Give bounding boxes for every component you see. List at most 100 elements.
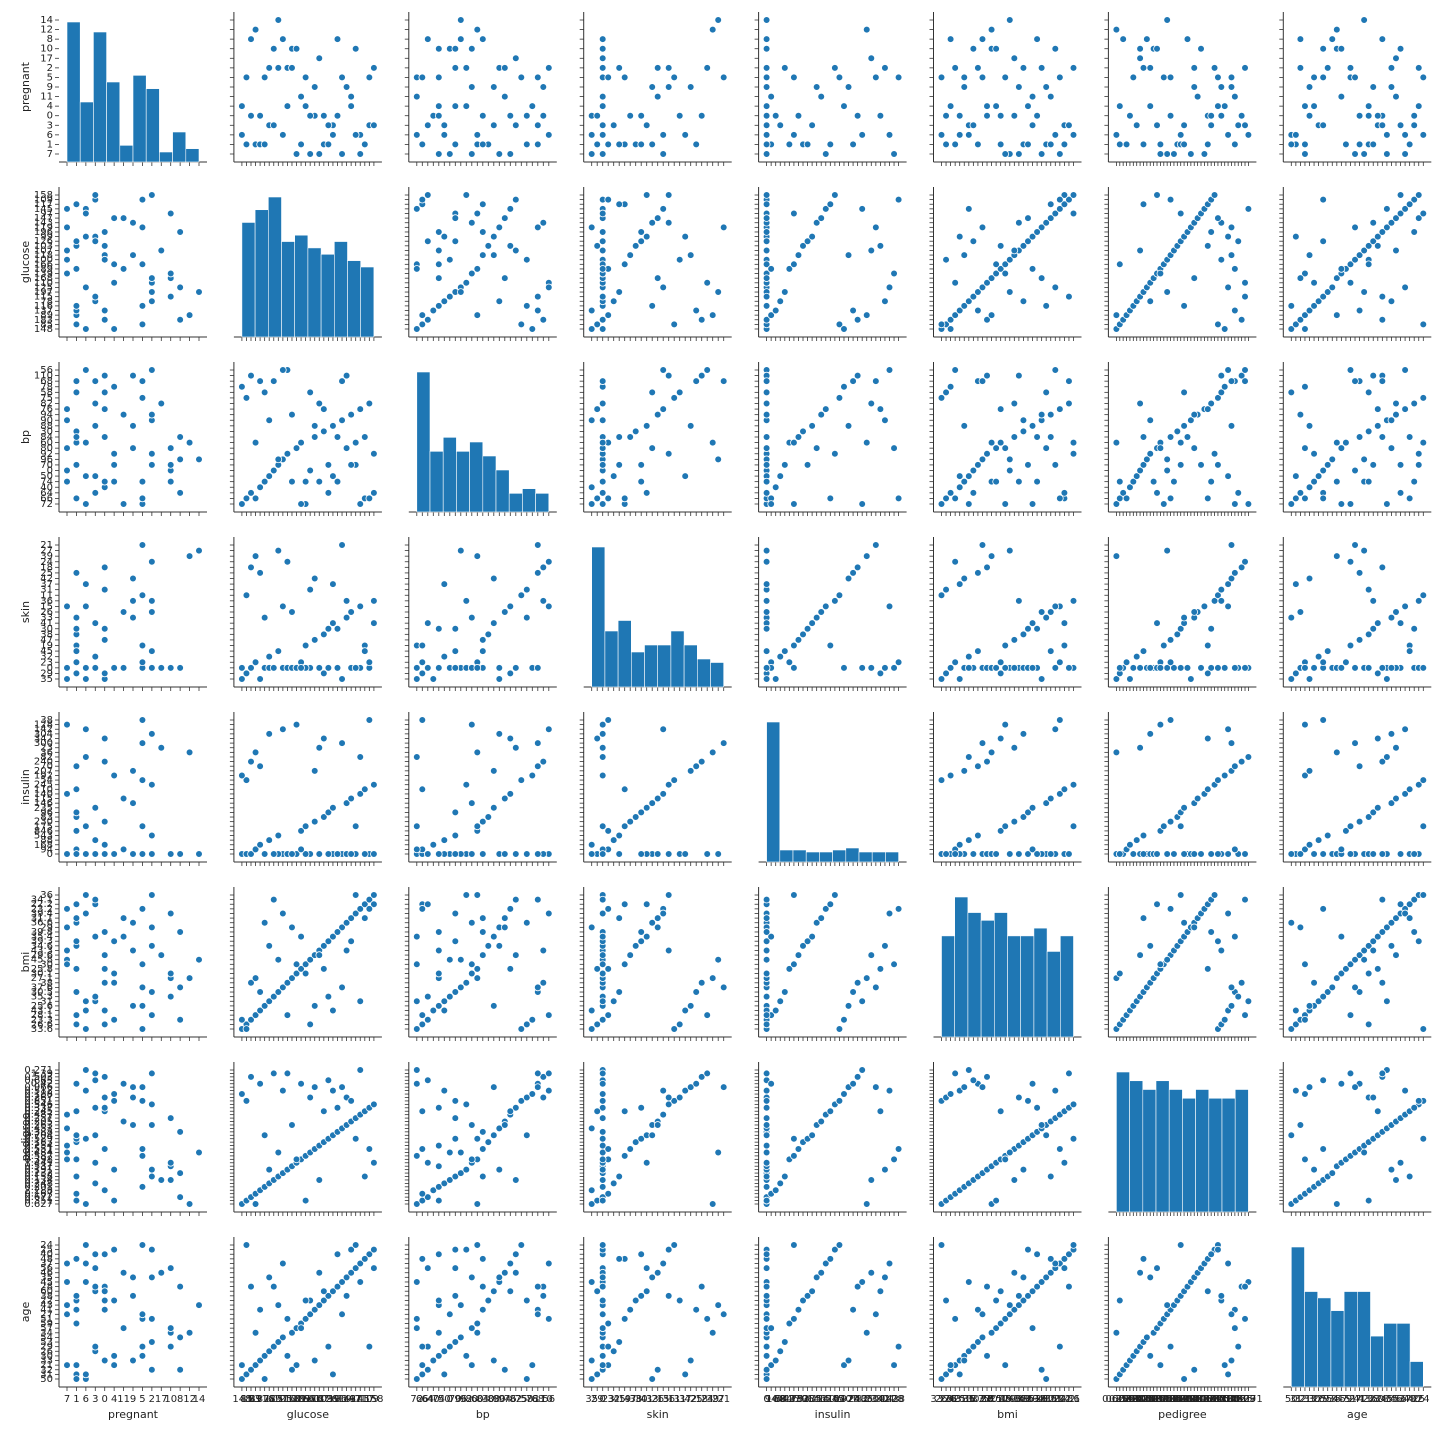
point bbox=[1419, 776, 1428, 784]
point bbox=[148, 942, 156, 950]
point bbox=[473, 265, 482, 273]
point bbox=[1351, 466, 1359, 475]
point bbox=[849, 377, 857, 385]
point bbox=[138, 739, 147, 747]
point bbox=[890, 150, 898, 158]
point bbox=[412, 822, 421, 831]
y-tick-label: 4 bbox=[47, 101, 53, 112]
y-tick-label: 27 bbox=[40, 546, 53, 557]
point bbox=[148, 461, 156, 469]
point bbox=[478, 140, 487, 149]
point bbox=[1051, 664, 1060, 672]
point bbox=[675, 111, 684, 120]
point bbox=[451, 64, 460, 72]
point bbox=[329, 1006, 337, 1015]
point bbox=[1217, 597, 1226, 605]
point bbox=[506, 150, 515, 158]
point bbox=[320, 669, 328, 678]
point bbox=[365, 494, 374, 503]
point bbox=[100, 624, 109, 633]
point bbox=[785, 658, 794, 667]
point bbox=[1139, 461, 1148, 469]
point bbox=[157, 951, 166, 959]
point bbox=[1387, 83, 1396, 91]
point bbox=[1146, 416, 1155, 425]
point bbox=[473, 974, 482, 982]
point bbox=[91, 489, 100, 497]
point bbox=[1244, 205, 1253, 213]
point bbox=[604, 73, 612, 82]
point bbox=[692, 140, 700, 149]
point bbox=[1190, 444, 1199, 452]
point bbox=[260, 140, 269, 149]
point bbox=[148, 730, 156, 738]
point bbox=[1337, 444, 1346, 452]
point bbox=[1319, 44, 1327, 53]
point bbox=[1197, 44, 1205, 53]
point bbox=[72, 827, 81, 835]
histogram-bar bbox=[508, 493, 523, 513]
point bbox=[1369, 218, 1378, 227]
point bbox=[138, 641, 147, 650]
point bbox=[440, 836, 449, 844]
point bbox=[817, 214, 826, 222]
point bbox=[329, 619, 337, 627]
point bbox=[100, 306, 109, 315]
point bbox=[1333, 477, 1341, 486]
point bbox=[1210, 191, 1219, 199]
y-tick-label: 100 bbox=[34, 255, 53, 266]
point bbox=[1005, 455, 1014, 464]
point bbox=[978, 455, 987, 464]
point bbox=[356, 602, 365, 611]
point bbox=[853, 978, 862, 987]
point bbox=[598, 44, 607, 53]
point bbox=[451, 237, 460, 246]
point bbox=[434, 150, 443, 158]
point bbox=[1369, 597, 1378, 605]
point bbox=[1310, 850, 1318, 858]
point bbox=[1126, 111, 1134, 120]
point bbox=[279, 909, 287, 918]
point bbox=[598, 292, 607, 301]
point bbox=[138, 320, 147, 329]
point bbox=[1139, 200, 1148, 209]
point bbox=[960, 73, 969, 82]
point bbox=[1069, 209, 1078, 218]
point bbox=[648, 388, 656, 397]
point bbox=[265, 416, 274, 425]
point bbox=[473, 748, 482, 757]
point bbox=[876, 111, 885, 120]
point bbox=[1305, 306, 1314, 315]
point bbox=[100, 669, 109, 678]
point bbox=[1342, 658, 1350, 667]
point bbox=[1319, 716, 1327, 724]
point bbox=[1296, 64, 1305, 72]
point bbox=[1046, 92, 1055, 101]
point bbox=[82, 500, 90, 508]
y-tick-label: 1 bbox=[47, 139, 53, 150]
point bbox=[1214, 664, 1222, 672]
point bbox=[1241, 278, 1249, 287]
point bbox=[288, 850, 296, 858]
point bbox=[1065, 850, 1073, 858]
point bbox=[1203, 405, 1212, 413]
point bbox=[473, 965, 482, 973]
point bbox=[637, 850, 645, 858]
point bbox=[1207, 399, 1215, 408]
point bbox=[297, 845, 305, 854]
point bbox=[63, 946, 71, 955]
point bbox=[338, 675, 346, 683]
point bbox=[703, 366, 711, 374]
point bbox=[1355, 306, 1364, 315]
point bbox=[831, 449, 839, 458]
histogram-bar bbox=[858, 851, 873, 863]
point bbox=[604, 140, 612, 149]
point bbox=[659, 405, 667, 413]
point bbox=[148, 664, 156, 672]
point bbox=[288, 608, 296, 616]
point bbox=[467, 918, 476, 927]
point bbox=[279, 35, 287, 43]
y-tick-label: 40 bbox=[40, 482, 53, 493]
point bbox=[1360, 150, 1368, 158]
point bbox=[1200, 602, 1209, 611]
